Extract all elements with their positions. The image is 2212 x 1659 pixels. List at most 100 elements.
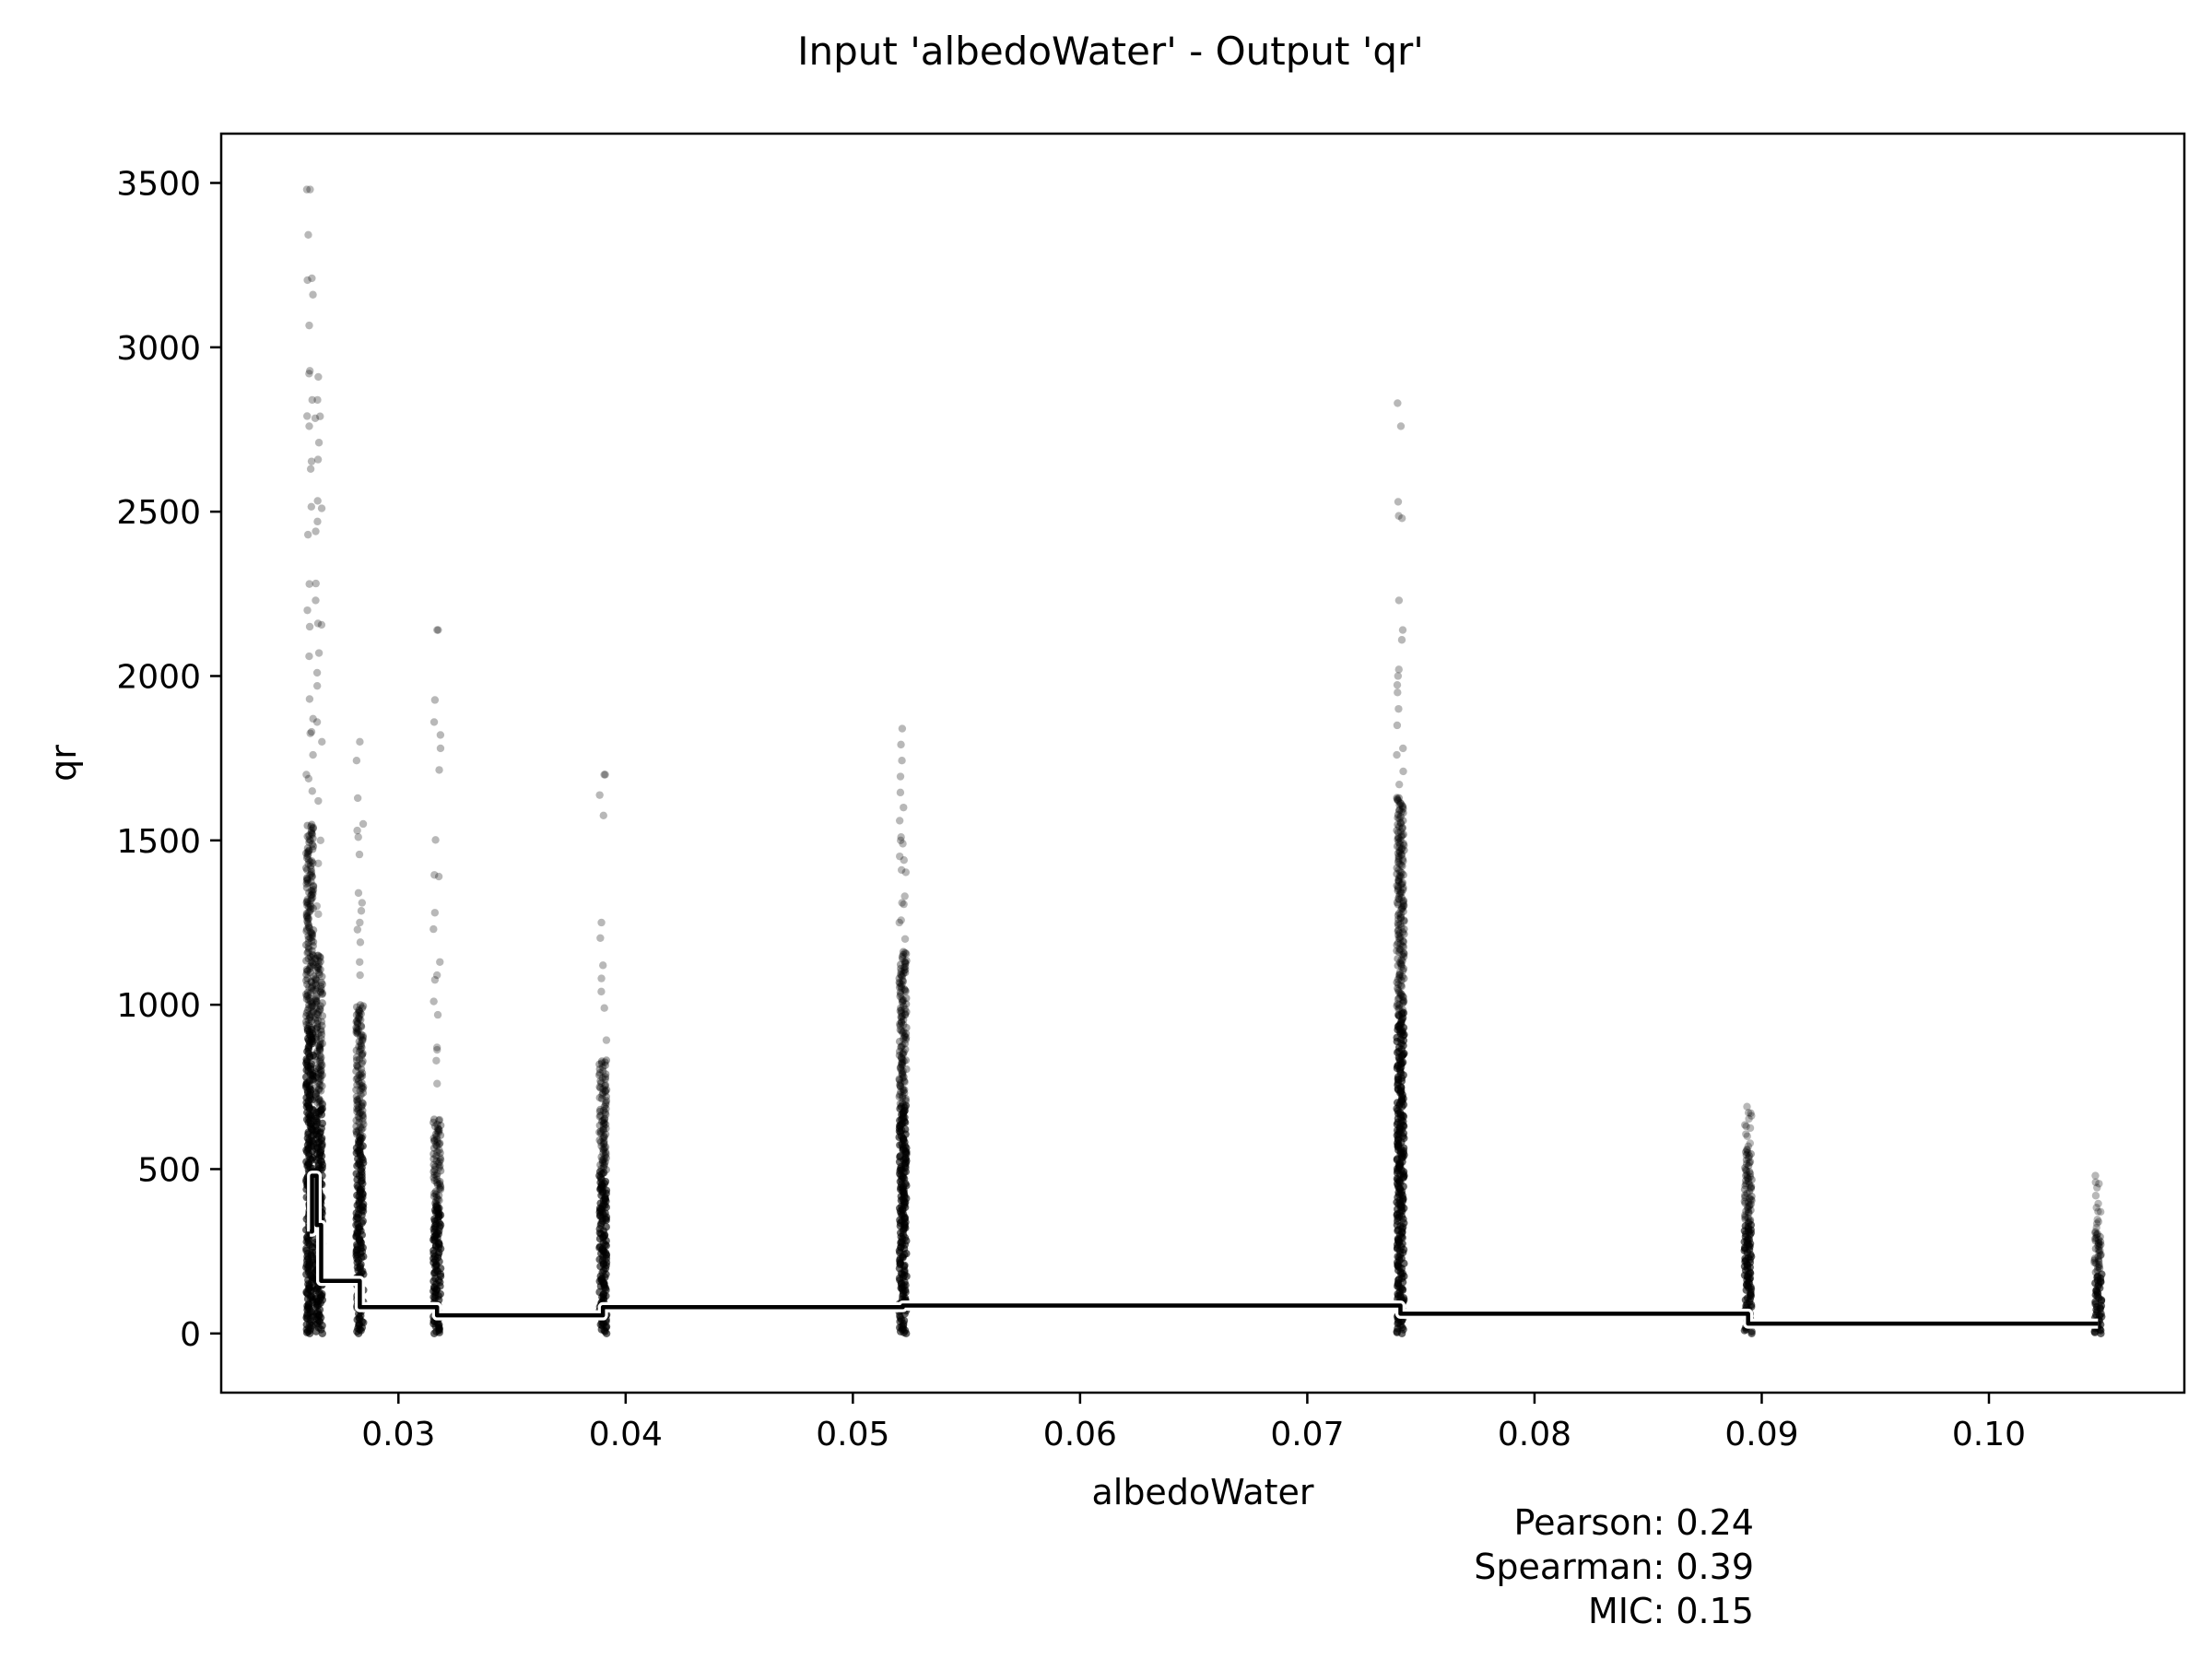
- data-point: [302, 913, 312, 922]
- data-point: [899, 1041, 907, 1050]
- data-point: [2093, 1216, 2101, 1224]
- data-point: [355, 1015, 363, 1023]
- data-point: [433, 1045, 441, 1054]
- data-point: [304, 943, 312, 951]
- data-point: [900, 1034, 908, 1043]
- data-point: [900, 900, 908, 909]
- data-point: [430, 1122, 440, 1131]
- data-point: [600, 1136, 608, 1146]
- data-point: [305, 903, 313, 912]
- data-point: [601, 1130, 610, 1138]
- data-point: [430, 975, 440, 984]
- data-point: [302, 909, 312, 918]
- data-point: [308, 830, 316, 839]
- data-point: [600, 1102, 608, 1111]
- data-point: [601, 1073, 610, 1081]
- data-point: [357, 1032, 365, 1041]
- data-point: [896, 772, 905, 781]
- data-point: [1747, 1182, 1756, 1191]
- data-point: [898, 1070, 906, 1078]
- data-point: [1399, 883, 1407, 892]
- data-point: [595, 1083, 604, 1091]
- data-point: [2096, 1246, 2104, 1255]
- data-point: [307, 822, 315, 831]
- data-point: [435, 1140, 443, 1148]
- data-point: [1397, 960, 1406, 969]
- data-point: [2094, 1235, 2103, 1244]
- data-point: [307, 877, 315, 886]
- data-point: [308, 1000, 316, 1008]
- data-point: [900, 1031, 909, 1040]
- data-point: [304, 915, 312, 924]
- data-point: [897, 1004, 905, 1012]
- data-point: [1396, 946, 1405, 954]
- data-point: [595, 1093, 604, 1102]
- y-tick-label: 3500: [116, 165, 201, 203]
- data-point: [2091, 1171, 2100, 1180]
- data-point: [303, 821, 312, 830]
- data-point: [2095, 1242, 2103, 1251]
- data-point: [352, 1011, 361, 1019]
- data-point: [1746, 1172, 1755, 1181]
- data-point: [357, 1041, 366, 1050]
- data-point: [307, 890, 316, 899]
- data-point: [1399, 744, 1407, 753]
- data-point: [303, 919, 312, 927]
- data-point: [311, 1068, 320, 1077]
- data-point: [1394, 895, 1404, 904]
- data-point: [895, 1092, 903, 1101]
- data-point: [354, 1105, 362, 1114]
- data-point: [304, 860, 312, 868]
- data-point: [1394, 829, 1403, 837]
- data-point: [357, 1073, 365, 1081]
- data-point: [1396, 873, 1406, 881]
- data-point: [318, 1082, 326, 1090]
- data-point: [303, 988, 312, 996]
- data-point: [316, 1080, 324, 1089]
- data-point: [1397, 514, 1406, 523]
- data-point: [309, 951, 318, 960]
- data-point: [357, 1090, 365, 1100]
- data-point: [899, 947, 908, 956]
- data-point: [898, 994, 906, 1004]
- data-point: [354, 1098, 362, 1106]
- data-point: [313, 963, 322, 972]
- data-point: [1397, 976, 1406, 984]
- data-point: [311, 1016, 320, 1024]
- data-point: [601, 1087, 609, 1095]
- data-point: [1743, 1189, 1751, 1198]
- data-point: [308, 857, 316, 865]
- data-point: [301, 941, 311, 949]
- data-point: [896, 1006, 904, 1016]
- data-point: [901, 959, 910, 967]
- data-point: [601, 1080, 610, 1089]
- data-point: [306, 962, 314, 971]
- data-point: [355, 1006, 363, 1015]
- data-point: [899, 997, 907, 1006]
- data-point: [303, 912, 312, 921]
- data-point: [898, 972, 907, 981]
- data-point: [1747, 1149, 1755, 1159]
- data-point: [1745, 1218, 1753, 1227]
- data-point: [316, 987, 324, 995]
- x-tick-label: 0.08: [1498, 1416, 1571, 1453]
- data-point: [1741, 1211, 1749, 1219]
- data-point: [1400, 949, 1408, 959]
- data-point: [899, 1049, 907, 1058]
- data-point: [1398, 904, 1406, 912]
- data-point: [314, 796, 323, 806]
- data-point: [359, 1132, 367, 1141]
- data-point: [596, 1127, 606, 1135]
- data-point: [1745, 1181, 1754, 1189]
- data-point: [1743, 1171, 1751, 1179]
- data-point: [602, 1100, 610, 1109]
- data-point: [900, 1002, 908, 1010]
- data-point: [316, 1026, 325, 1034]
- data-point: [596, 1129, 606, 1137]
- x-tick-label: 0.10: [1952, 1416, 2026, 1453]
- data-point: [312, 596, 320, 605]
- data-point: [896, 1063, 905, 1072]
- data-point: [302, 1020, 311, 1030]
- data-point: [433, 1181, 442, 1189]
- data-point: [897, 971, 906, 980]
